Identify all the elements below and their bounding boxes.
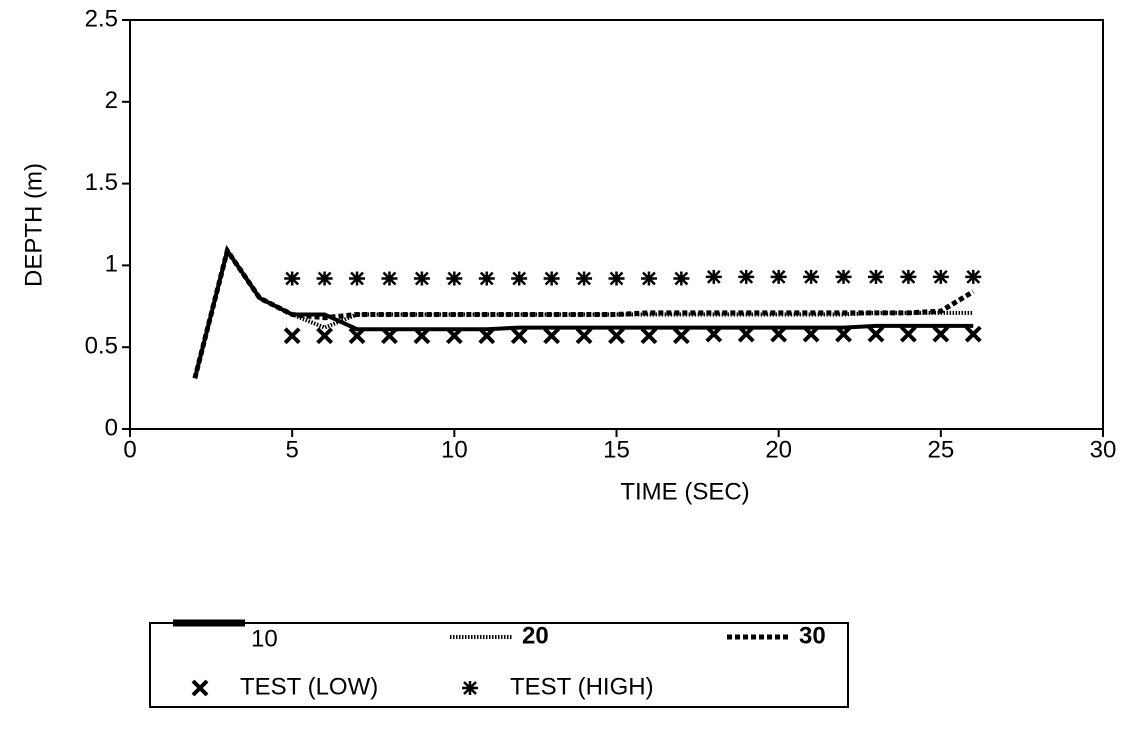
legend-label: 30 <box>799 622 826 649</box>
y-tick-label: 0 <box>105 414 118 441</box>
marker <box>576 271 593 286</box>
marker <box>446 271 463 286</box>
marker <box>640 271 657 286</box>
marker <box>835 269 852 284</box>
marker <box>932 269 949 284</box>
marker <box>738 269 755 284</box>
marker <box>835 325 852 343</box>
legend-label: TEST (LOW) <box>240 673 378 700</box>
series-line <box>192 245 974 379</box>
marker <box>964 325 982 343</box>
marker <box>965 269 982 284</box>
marker <box>511 271 528 286</box>
marker <box>705 325 723 343</box>
marker <box>348 327 366 345</box>
marker <box>608 271 625 286</box>
marker <box>316 327 334 345</box>
marker <box>381 327 398 345</box>
y-tick-label: 0.5 <box>85 333 118 360</box>
legend-marker <box>191 679 209 697</box>
legend-label: TEST (HIGH) <box>510 673 654 700</box>
marker <box>284 271 301 286</box>
y-tick-label: 1.5 <box>85 169 118 196</box>
marker <box>737 325 755 343</box>
marker <box>705 269 722 284</box>
y-tick-label: 1 <box>105 251 118 278</box>
marker <box>770 325 788 343</box>
marker <box>543 271 560 286</box>
marker <box>575 327 593 345</box>
marker <box>803 269 820 284</box>
x-tick-label: 10 <box>441 436 468 463</box>
marker <box>640 327 658 345</box>
y-tick-label: 2 <box>105 87 118 114</box>
series-line <box>192 245 974 379</box>
x-axis-label: TIME (SEC) <box>620 478 749 505</box>
y-axis-label: DEPTH (m) <box>20 163 47 287</box>
legend-label: 20 <box>522 622 549 649</box>
marker <box>478 271 495 286</box>
series-line <box>192 244 975 379</box>
x-tick-label: 15 <box>603 436 630 463</box>
marker <box>900 269 917 284</box>
marker <box>802 325 820 343</box>
marker <box>413 327 431 345</box>
marker <box>510 327 528 345</box>
legend-marker <box>462 681 478 695</box>
marker <box>316 271 333 286</box>
marker <box>381 271 398 286</box>
marker <box>608 327 625 345</box>
marker <box>413 271 430 286</box>
marker <box>445 327 463 345</box>
legend-label: 10 <box>251 625 278 652</box>
marker <box>283 327 301 345</box>
marker <box>543 327 561 345</box>
x-tick-label: 25 <box>927 436 954 463</box>
marker <box>867 325 885 343</box>
marker <box>349 271 366 286</box>
marker <box>932 325 950 343</box>
marker <box>770 269 787 284</box>
x-tick-label: 20 <box>765 436 792 463</box>
y-tick-label: 2.5 <box>85 5 118 32</box>
x-tick-label: 0 <box>123 436 136 463</box>
marker <box>478 327 496 345</box>
legend-box <box>149 622 849 708</box>
marker <box>673 271 690 286</box>
marker <box>867 269 884 284</box>
x-tick-label: 30 <box>1090 436 1117 463</box>
plot-frame <box>129 19 1104 430</box>
x-tick-label: 5 <box>285 436 298 463</box>
marker <box>672 327 690 345</box>
marker <box>899 325 917 343</box>
